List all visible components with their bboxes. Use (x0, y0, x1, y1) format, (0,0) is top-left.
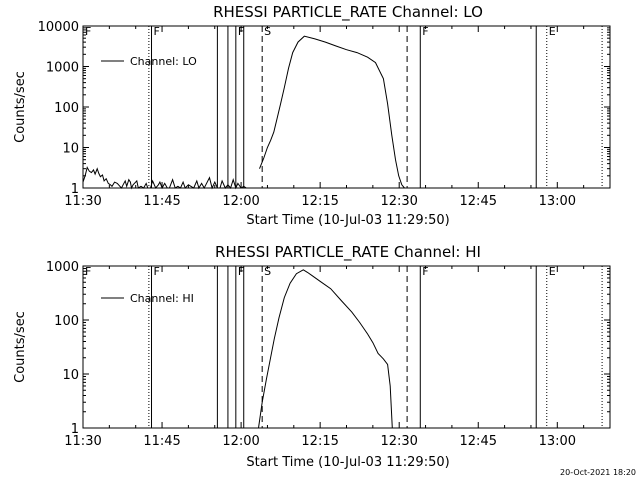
series-line-0 (82, 166, 247, 190)
y-tick-label-4: 10000 (38, 20, 79, 35)
chart-title-hi: RHESSI PARTICLE_RATE Channel: HI (215, 243, 481, 262)
legend-label-lo: Channel: LO (130, 55, 197, 68)
y-tick-label-2: 100 (54, 314, 79, 329)
series-hi (258, 269, 393, 429)
x-tick-label-4: 12:30 (380, 434, 417, 449)
marker-label-11: E (549, 25, 556, 38)
footer-timestamp: 20-Oct-2021 18:20 (560, 468, 636, 477)
series-lo (82, 35, 405, 190)
x-tick-label-1: 11:45 (143, 194, 180, 209)
x-tick-label-6: 13:00 (539, 434, 576, 449)
plot-frame-lo (82, 25, 611, 189)
markers-lo: FFFSFE (82, 25, 603, 188)
x-tick-label-5: 12:45 (460, 434, 497, 449)
x-tick-label-0: 11:30 (64, 434, 101, 449)
panel-lo: RHESSI PARTICLE_RATE Channel: LO FFFSFE … (13, 3, 611, 228)
plot-frame-hi (82, 265, 611, 429)
marker-label-9: F (422, 25, 428, 38)
x-tick-label-5: 12:45 (460, 194, 497, 209)
marker-label-11: E (549, 265, 556, 278)
chart-title-lo: RHESSI PARTICLE_RATE Channel: LO (213, 3, 483, 22)
markers-hi: FFFSFE (82, 265, 603, 428)
marker-label-0: F (85, 265, 91, 278)
x-tick-label-3: 12:15 (301, 194, 338, 209)
marker-label-9: F (422, 265, 428, 278)
y-axis-hi: 1 10 100 1000 (46, 260, 610, 437)
marker-label-2: F (154, 265, 160, 278)
y-tick-label-2: 100 (54, 101, 79, 116)
y-axis-label-hi: Counts/sec (13, 311, 28, 383)
series-line-0 (258, 269, 393, 429)
marker-label-0: F (85, 25, 91, 38)
y-tick-label-1: 10 (62, 368, 79, 383)
y-tick-label-3: 1000 (46, 260, 79, 275)
series-line-1 (259, 35, 405, 189)
y-axis-lo: 1 10 100 1000 10000 (38, 20, 610, 197)
marker-label-7: S (264, 265, 271, 278)
x-tick-label-0: 11:30 (64, 194, 101, 209)
y-tick-label-0: 1 (71, 422, 79, 437)
marker-label-7: S (264, 25, 271, 38)
y-tick-label-3: 1000 (46, 61, 79, 76)
x-axis-label-hi: Start Time (10-Jul-03 11:29:50) (246, 455, 449, 470)
x-tick-label-4: 12:30 (380, 194, 417, 209)
y-tick-label-1: 10 (62, 142, 79, 157)
marker-label-2: F (154, 25, 160, 38)
x-tick-label-6: 13:00 (539, 194, 576, 209)
panel-hi: RHESSI PARTICLE_RATE Channel: HI FFFSFE … (13, 243, 611, 470)
x-axis-lo: 11:30 11:45 12:00 12:15 12:30 12:45 13:00 (64, 26, 611, 209)
x-tick-label-3: 12:15 (301, 434, 338, 449)
legend-label-hi: Channel: HI (130, 292, 194, 305)
x-tick-label-2: 12:00 (222, 434, 259, 449)
x-axis-label-lo: Start Time (10-Jul-03 11:29:50) (246, 213, 449, 228)
y-axis-label-lo: Counts/sec (13, 71, 28, 143)
x-tick-label-1: 11:45 (143, 434, 180, 449)
x-tick-label-2: 12:00 (222, 194, 259, 209)
y-tick-label-0: 1 (71, 182, 79, 197)
x-axis-hi: 11:30 11:45 12:00 12:15 12:30 12:45 13:00 (64, 266, 611, 449)
